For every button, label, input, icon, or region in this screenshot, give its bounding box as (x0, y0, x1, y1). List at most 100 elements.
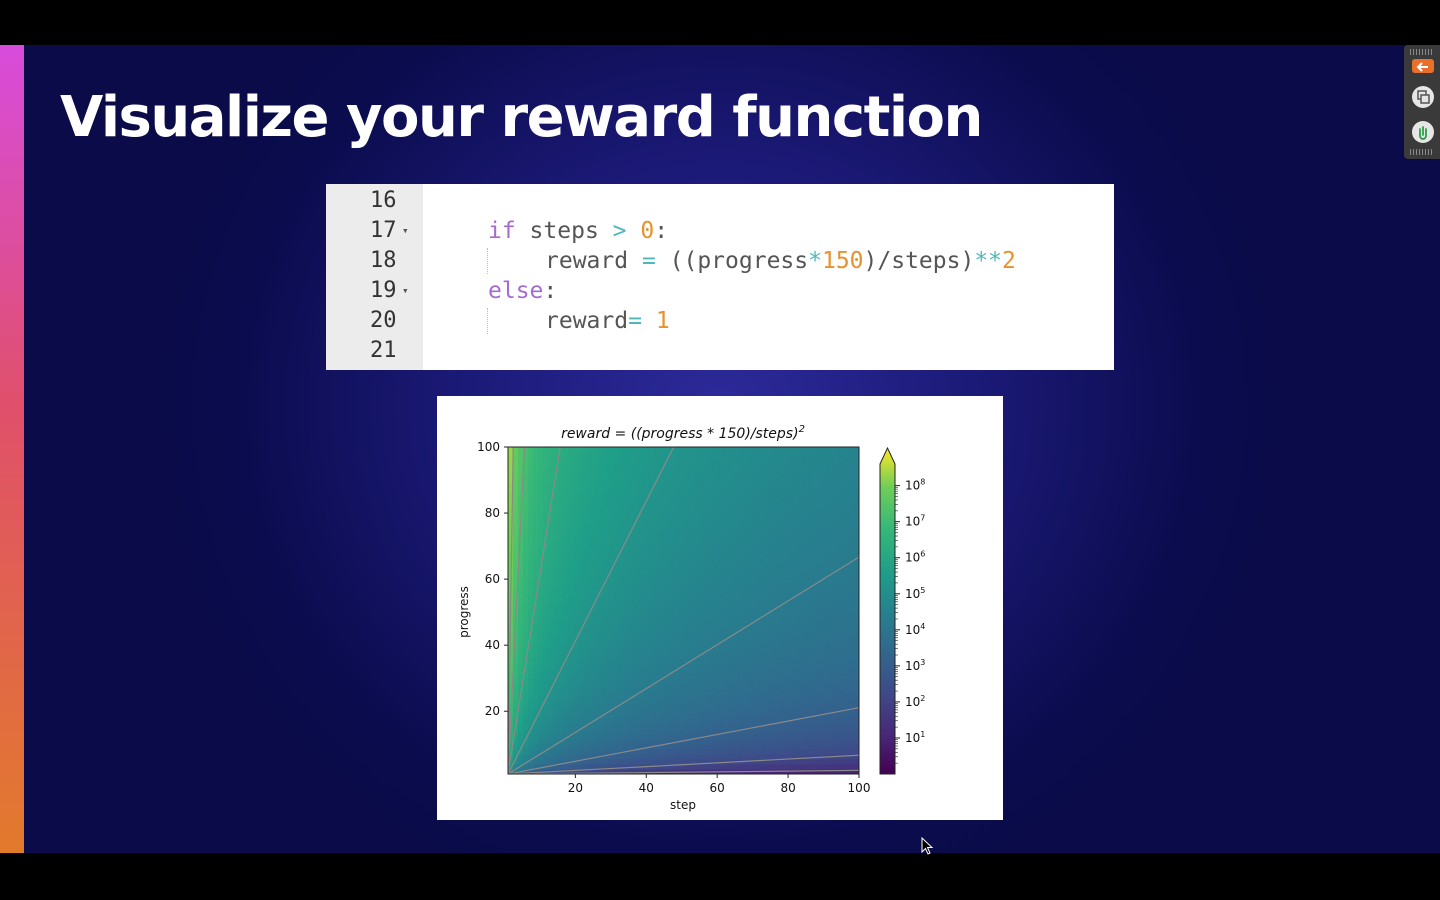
heatmap-cell (788, 577, 795, 584)
heatmap-cell (693, 527, 700, 534)
heatmap-cell (793, 477, 800, 483)
heatmap-cell (838, 522, 845, 529)
heatmap-cell (568, 557, 574, 564)
heatmap-cell (813, 477, 820, 483)
heatmap-cell (573, 738, 579, 745)
code-token: reward (545, 248, 642, 274)
heatmap-cell (688, 547, 695, 554)
heatmap-cell (513, 708, 519, 715)
heatmap-cell (808, 738, 815, 745)
heatmap-cell (523, 758, 529, 765)
heatmap-cell (628, 648, 634, 654)
heatmap-cell (753, 748, 760, 755)
heatmap-cell (778, 618, 785, 624)
heatmap-cell (818, 628, 825, 634)
heatmap-cell (783, 482, 790, 488)
heatmap-cell (668, 703, 675, 710)
heatmap-cell (828, 703, 835, 710)
heatmap-cell (658, 748, 665, 755)
heatmap-cell (678, 572, 685, 579)
heatmap-cell (798, 688, 805, 695)
toolbar-grip[interactable] (1410, 49, 1434, 55)
heatmap-cell (583, 587, 589, 594)
heatmap-cell (773, 502, 780, 508)
heatmap-cell (733, 602, 740, 609)
heatmap-cell (568, 597, 574, 604)
heatmap-cell (633, 668, 639, 674)
heatmap-cell (783, 698, 790, 705)
heatmap-cell (813, 628, 820, 634)
copy-icon[interactable] (1412, 86, 1434, 108)
heatmap-cell (523, 462, 529, 468)
heatmap-cell (718, 602, 725, 609)
heatmap-cell (768, 452, 775, 458)
heatmap-cell (773, 728, 780, 735)
heatmap-cell (853, 733, 859, 740)
heatmap-cell (853, 587, 859, 594)
heatmap-cell (578, 658, 584, 664)
heatmap-cell (843, 457, 850, 463)
heatmap-cell (818, 643, 825, 649)
heatmap-cell (758, 542, 765, 549)
heatmap-cell (723, 502, 730, 508)
heatmap-cell (693, 497, 700, 503)
back-arrow-icon[interactable] (1412, 59, 1434, 73)
heatmap-cell (578, 447, 584, 453)
heatmap-cell (673, 623, 680, 629)
heatmap-cell (693, 733, 700, 740)
heatmap-cell (598, 517, 604, 524)
heatmap-cell (518, 663, 524, 669)
heatmap-cell (838, 763, 845, 770)
heatmap-cell (713, 527, 720, 534)
toolbar-grip[interactable] (1410, 149, 1434, 155)
heatmap-cell (693, 602, 700, 609)
heatmap-cell (853, 618, 859, 624)
heatmap-cell (773, 527, 780, 534)
heatmap-cell (698, 587, 705, 594)
heatmap-cell (533, 613, 539, 619)
fold-toggle-icon[interactable]: ▾ (402, 224, 409, 237)
heatmap-cell (803, 633, 810, 639)
heatmap-cell (633, 477, 639, 483)
heatmap-cell (833, 607, 840, 614)
heatmap-cell (808, 577, 815, 584)
heatmap-cell (738, 638, 745, 644)
heatmap-cell (738, 708, 745, 715)
heatmap-cell (723, 522, 730, 529)
heatmap-cell (528, 527, 534, 534)
heatmap-cell (803, 537, 810, 544)
heatmap-cell (543, 552, 549, 559)
heatmap-cell (663, 703, 670, 710)
heatmap-cell (573, 613, 579, 619)
heatmap-cell (618, 467, 624, 473)
heatmap-cell (803, 693, 810, 700)
heatmap-cell (538, 698, 544, 705)
heatmap-cell (548, 547, 554, 554)
heatmap-cell (848, 507, 855, 513)
heatmap-cell (513, 648, 519, 654)
heatmap-cell (688, 602, 695, 609)
heatmap-cell (668, 507, 675, 513)
code-line-19: else: (488, 276, 557, 306)
heatmap-cell (783, 602, 790, 609)
fold-toggle-icon[interactable]: ▾ (402, 284, 409, 297)
heatmap-cell (668, 708, 675, 715)
plot-frame (507, 446, 860, 775)
heatmap-cell (733, 587, 740, 594)
heatmap-cell (703, 738, 710, 745)
heatmap-cell (658, 517, 665, 524)
heatmap-cell (633, 547, 639, 554)
heatmap-cell (663, 457, 670, 463)
heatmap-cell (748, 557, 755, 564)
heatmap-cell (568, 542, 574, 549)
heatmap-cell (748, 668, 755, 674)
heatmap-cell (843, 623, 850, 629)
heatmap-cell (613, 572, 619, 579)
heatmap-cell (568, 748, 574, 755)
heatmap-cell (698, 738, 705, 745)
heatmap-cell (678, 703, 685, 710)
hand-icon[interactable] (1412, 121, 1434, 143)
heatmap-cell (693, 658, 700, 664)
heatmap-cell (818, 587, 825, 594)
heatmap-cell (653, 537, 660, 544)
